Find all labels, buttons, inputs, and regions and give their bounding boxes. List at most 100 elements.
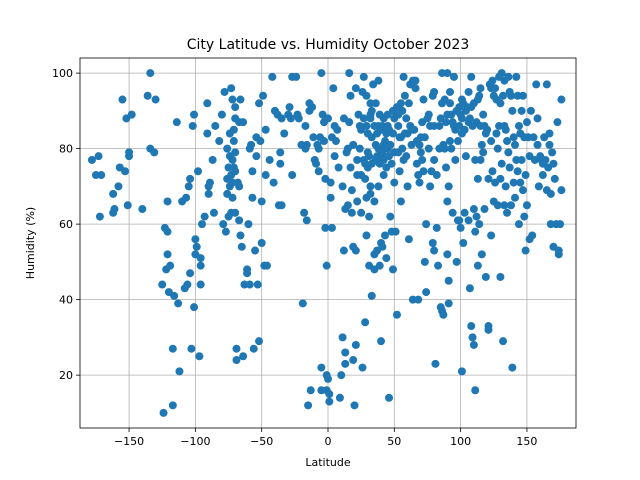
- data-point: [491, 84, 500, 93]
- chart-title: City Latitude vs. Humidity October 2023: [187, 37, 469, 53]
- data-point: [269, 178, 278, 187]
- data-point: [501, 182, 510, 191]
- data-point: [308, 103, 317, 112]
- data-point: [229, 125, 238, 134]
- data-point: [168, 344, 177, 353]
- data-point: [367, 106, 376, 115]
- data-point: [479, 148, 488, 157]
- data-point: [510, 193, 519, 202]
- data-point: [487, 137, 496, 146]
- data-point: [533, 140, 542, 149]
- data-point: [477, 250, 486, 259]
- data-point: [237, 242, 246, 251]
- data-point: [231, 148, 240, 157]
- data-point: [522, 201, 531, 210]
- data-point: [200, 212, 209, 221]
- data-point: [399, 72, 408, 81]
- data-point: [257, 197, 266, 206]
- data-point: [335, 393, 344, 402]
- data-point: [475, 91, 484, 100]
- data-point: [550, 174, 559, 183]
- data-point: [170, 291, 179, 300]
- data-point: [456, 223, 465, 232]
- data-point: [512, 72, 521, 81]
- data-point: [353, 197, 362, 206]
- data-point: [351, 246, 360, 255]
- data-point: [309, 133, 318, 142]
- data-point: [424, 144, 433, 153]
- data-point: [350, 401, 359, 410]
- data-point: [327, 223, 336, 232]
- data-point: [125, 152, 134, 161]
- data-point: [353, 155, 362, 164]
- data-point: [187, 344, 196, 353]
- data-point: [184, 182, 193, 191]
- data-point: [468, 333, 477, 342]
- data-point: [239, 118, 248, 127]
- data-point: [339, 246, 348, 255]
- data-point: [204, 189, 213, 198]
- data-point: [400, 91, 409, 100]
- data-point: [521, 171, 530, 180]
- data-point: [334, 163, 343, 172]
- data-point: [467, 72, 476, 81]
- data-point: [252, 152, 261, 161]
- data-point: [505, 163, 514, 172]
- data-point: [280, 129, 289, 138]
- data-point: [395, 167, 404, 176]
- data-point: [345, 69, 354, 78]
- data-point: [464, 216, 473, 225]
- x-tick-label: 0: [325, 435, 332, 448]
- data-point: [186, 269, 195, 278]
- data-point: [473, 174, 482, 183]
- data-point: [256, 137, 265, 146]
- data-point: [317, 69, 326, 78]
- data-point: [357, 208, 366, 217]
- data-point: [404, 99, 413, 108]
- data-point: [351, 84, 360, 93]
- data-point: [461, 152, 470, 161]
- data-point: [402, 114, 411, 123]
- data-point: [381, 231, 390, 240]
- data-point: [452, 257, 461, 266]
- data-point: [367, 291, 376, 300]
- data-point: [517, 106, 526, 115]
- data-point: [483, 125, 492, 134]
- data-points: [87, 69, 566, 417]
- data-point: [424, 110, 433, 119]
- data-point: [333, 125, 342, 134]
- data-point: [465, 284, 474, 293]
- data-point: [306, 386, 315, 395]
- data-point: [392, 310, 401, 319]
- data-point: [123, 201, 132, 210]
- data-point: [355, 144, 364, 153]
- data-point: [416, 148, 425, 157]
- data-point: [446, 137, 455, 146]
- data-point: [514, 220, 523, 229]
- data-point: [292, 72, 301, 81]
- data-point: [488, 167, 497, 176]
- data-point: [477, 140, 486, 149]
- data-point: [325, 390, 334, 399]
- data-point: [398, 144, 407, 153]
- data-point: [386, 140, 395, 149]
- data-point: [390, 178, 399, 187]
- data-point: [276, 159, 285, 168]
- data-point: [320, 137, 329, 146]
- data-point: [422, 288, 431, 297]
- data-point: [521, 246, 530, 255]
- data-point: [538, 171, 547, 180]
- data-point: [388, 265, 397, 274]
- data-point: [557, 186, 566, 195]
- data-point: [385, 393, 394, 402]
- data-point: [358, 363, 367, 372]
- data-point: [420, 133, 429, 142]
- data-point: [362, 231, 371, 240]
- data-point: [326, 193, 335, 202]
- data-point: [317, 363, 326, 372]
- data-point: [396, 197, 405, 206]
- data-point: [464, 87, 473, 96]
- x-axis-label: Latitude: [305, 456, 351, 469]
- y-tick-label: 100: [52, 67, 73, 80]
- data-point: [345, 118, 354, 127]
